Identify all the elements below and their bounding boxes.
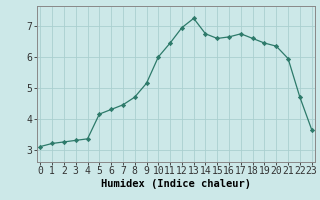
X-axis label: Humidex (Indice chaleur): Humidex (Indice chaleur) bbox=[101, 179, 251, 189]
